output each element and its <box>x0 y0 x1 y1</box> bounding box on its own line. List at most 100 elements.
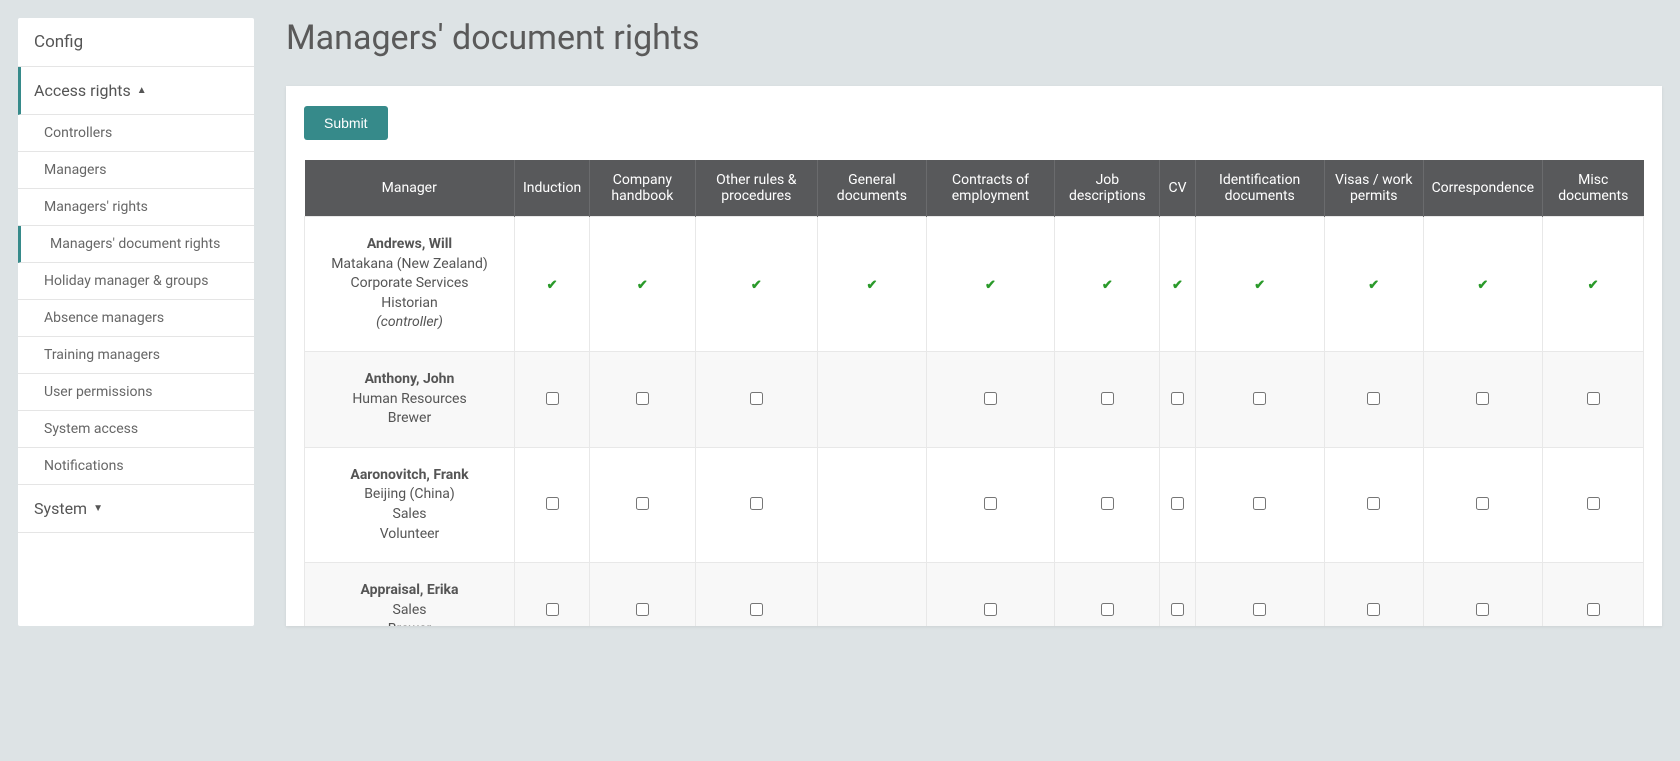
rights-cell <box>515 447 590 562</box>
chevron-down-icon: ▼ <box>93 503 103 514</box>
rights-checkbox[interactable] <box>546 603 559 616</box>
rights-checkbox[interactable] <box>1171 497 1184 510</box>
rights-cell <box>590 351 695 447</box>
rights-checkbox[interactable] <box>984 497 997 510</box>
rights-checkbox[interactable] <box>636 497 649 510</box>
page-title: Managers' document rights <box>286 18 1662 58</box>
content-panel[interactable]: Submit ManagerInductionCompany handbookO… <box>286 86 1662 626</box>
rights-checkbox[interactable] <box>1101 392 1114 405</box>
check-icon: ✔ <box>1254 278 1265 293</box>
rights-cell <box>1160 447 1195 562</box>
sidebar: Config Access rights ▲ ControllersManage… <box>18 18 254 626</box>
manager-detail: Matakana (New Zealand) <box>313 255 506 275</box>
column-header: Company handbook <box>590 160 695 217</box>
table-row: Appraisal, ErikaSalesBrewer <box>305 563 1644 626</box>
rights-checkbox[interactable] <box>1476 392 1489 405</box>
rights-cell: ✔ <box>1195 217 1324 352</box>
sidebar-item-training-managers[interactable]: Training managers <box>18 337 254 374</box>
column-header: General documents <box>818 160 927 217</box>
column-header: Induction <box>515 160 590 217</box>
submit-button[interactable]: Submit <box>304 106 388 140</box>
rights-checkbox[interactable] <box>1587 497 1600 510</box>
rights-checkbox[interactable] <box>984 392 997 405</box>
manager-cell: Anthony, JohnHuman ResourcesBrewer <box>305 351 515 447</box>
manager-cell: Andrews, WillMatakana (New Zealand)Corpo… <box>305 217 515 352</box>
column-header: CV <box>1160 160 1195 217</box>
rights-cell <box>1543 447 1644 562</box>
check-icon: ✔ <box>1102 278 1113 293</box>
rights-cell: ✔ <box>1055 217 1160 352</box>
rights-checkbox[interactable] <box>1587 603 1600 616</box>
manager-name: Andrews, Will <box>313 235 506 255</box>
rights-cell: ✔ <box>1324 217 1423 352</box>
sidebar-item-managers-document-rights[interactable]: Managers' document rights <box>18 226 254 263</box>
column-header: Identification documents <box>1195 160 1324 217</box>
sidebar-section-label: System <box>34 499 87 518</box>
rights-cell <box>1055 563 1160 626</box>
rights-checkbox[interactable] <box>1476 603 1489 616</box>
rights-checkbox[interactable] <box>1476 497 1489 510</box>
column-header: Other rules & procedures <box>695 160 817 217</box>
check-icon: ✔ <box>1588 278 1599 293</box>
check-icon: ✔ <box>637 278 648 293</box>
rights-checkbox[interactable] <box>1367 392 1380 405</box>
column-header: Misc documents <box>1543 160 1644 217</box>
table-row: Anthony, JohnHuman ResourcesBrewer <box>305 351 1644 447</box>
manager-name: Anthony, John <box>313 370 506 390</box>
rights-cell: ✔ <box>1160 217 1195 352</box>
rights-checkbox[interactable] <box>1171 392 1184 405</box>
check-icon: ✔ <box>547 278 558 293</box>
manager-controller-label: (controller) <box>313 313 506 333</box>
rights-cell <box>818 447 927 562</box>
manager-detail: Sales <box>313 505 506 525</box>
rights-cell <box>1423 447 1542 562</box>
rights-cell: ✔ <box>590 217 695 352</box>
rights-checkbox[interactable] <box>546 497 559 510</box>
rights-checkbox[interactable] <box>750 392 763 405</box>
rights-cell <box>818 563 927 626</box>
manager-name: Appraisal, Erika <box>313 581 506 601</box>
rights-checkbox[interactable] <box>1587 392 1600 405</box>
rights-checkbox[interactable] <box>1253 497 1266 510</box>
rights-checkbox[interactable] <box>1101 497 1114 510</box>
sidebar-section-label: Access rights <box>34 81 131 100</box>
sidebar-item-system-access[interactable]: System access <box>18 411 254 448</box>
sidebar-item-holiday-manager-groups[interactable]: Holiday manager & groups <box>18 263 254 300</box>
manager-detail: Human Resources <box>313 390 506 410</box>
sidebar-item-absence-managers[interactable]: Absence managers <box>18 300 254 337</box>
rights-cell <box>1543 351 1644 447</box>
rights-checkbox[interactable] <box>1101 603 1114 616</box>
sidebar-item-managers-rights[interactable]: Managers' rights <box>18 189 254 226</box>
rights-checkbox[interactable] <box>1171 603 1184 616</box>
manager-detail: Sales <box>313 601 506 621</box>
rights-checkbox[interactable] <box>636 392 649 405</box>
rights-cell <box>1543 563 1644 626</box>
check-icon: ✔ <box>1368 278 1379 293</box>
rights-checkbox[interactable] <box>750 603 763 616</box>
column-header: Visas / work permits <box>1324 160 1423 217</box>
sidebar-item-notifications[interactable]: Notifications <box>18 448 254 485</box>
rights-checkbox[interactable] <box>1367 603 1380 616</box>
manager-detail: Corporate Services <box>313 274 506 294</box>
sidebar-item-controllers[interactable]: Controllers <box>18 115 254 152</box>
column-header: Correspondence <box>1423 160 1542 217</box>
rights-checkbox[interactable] <box>1253 603 1266 616</box>
sidebar-item-user-permissions[interactable]: User permissions <box>18 374 254 411</box>
column-header: Manager <box>305 160 515 217</box>
rights-checkbox[interactable] <box>984 603 997 616</box>
check-icon: ✔ <box>866 278 877 293</box>
rights-checkbox[interactable] <box>636 603 649 616</box>
sidebar-section-access-rights[interactable]: Access rights ▲ <box>18 67 254 115</box>
rights-checkbox[interactable] <box>1367 497 1380 510</box>
check-icon: ✔ <box>1172 278 1183 293</box>
manager-detail: Beijing (China) <box>313 485 506 505</box>
rights-checkbox[interactable] <box>546 392 559 405</box>
rights-checkbox[interactable] <box>1253 392 1266 405</box>
sidebar-config-heading: Config <box>18 18 254 67</box>
rights-cell: ✔ <box>1543 217 1644 352</box>
table-row: Andrews, WillMatakana (New Zealand)Corpo… <box>305 217 1644 352</box>
rights-checkbox[interactable] <box>750 497 763 510</box>
rights-cell: ✔ <box>515 217 590 352</box>
sidebar-item-managers[interactable]: Managers <box>18 152 254 189</box>
sidebar-section-system[interactable]: System ▼ <box>18 485 254 533</box>
